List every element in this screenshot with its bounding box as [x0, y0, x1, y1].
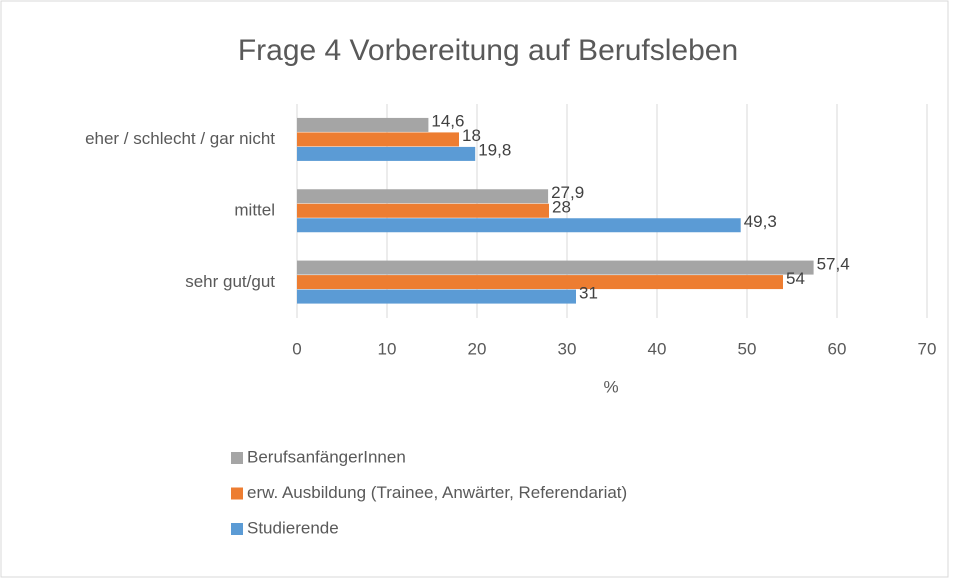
bar [297, 260, 814, 275]
legend-label: BerufsanfängerInnen [247, 447, 406, 466]
chart-title: Frage 4 Vorbereitung auf Berufsleben [238, 34, 738, 67]
x-tick-label: 70 [918, 339, 937, 358]
y-tick-label: sehr gut/gut [185, 272, 275, 291]
y-tick-label: mittel [234, 200, 275, 219]
value-label: 27,9 [551, 183, 584, 202]
value-label: 18 [462, 126, 481, 145]
legend-swatch [231, 452, 243, 464]
bar [297, 289, 576, 304]
x-axis-label: % [603, 377, 618, 396]
bar [297, 117, 429, 132]
bar [297, 132, 459, 147]
x-tick-label: 40 [648, 339, 667, 358]
x-tick-label: 0 [292, 339, 301, 358]
value-label: 54 [786, 269, 805, 288]
legend-swatch [231, 487, 243, 500]
bar [297, 203, 549, 218]
legend-swatch [231, 523, 243, 535]
y-tick-label: eher / schlecht / gar nicht [85, 129, 275, 148]
value-label: 49,3 [744, 212, 777, 231]
value-label: 19,8 [478, 141, 511, 160]
value-label: 14,6 [431, 112, 464, 131]
x-tick-label: 50 [738, 339, 757, 358]
bar [297, 275, 783, 290]
x-tick-label: 30 [558, 339, 577, 358]
value-label: 57,4 [817, 254, 850, 273]
bar [297, 218, 741, 233]
x-tick-label: 60 [828, 339, 847, 358]
x-tick-label: 10 [378, 339, 397, 358]
legend-label: Studierende [247, 518, 339, 537]
legend-label: erw. Ausbildung (Trainee, Anwärter, Refe… [247, 483, 627, 502]
value-label: 31 [579, 283, 598, 302]
x-tick-label: 20 [468, 339, 487, 358]
bar [297, 189, 549, 204]
value-label: 28 [552, 197, 571, 216]
bar [297, 146, 476, 161]
